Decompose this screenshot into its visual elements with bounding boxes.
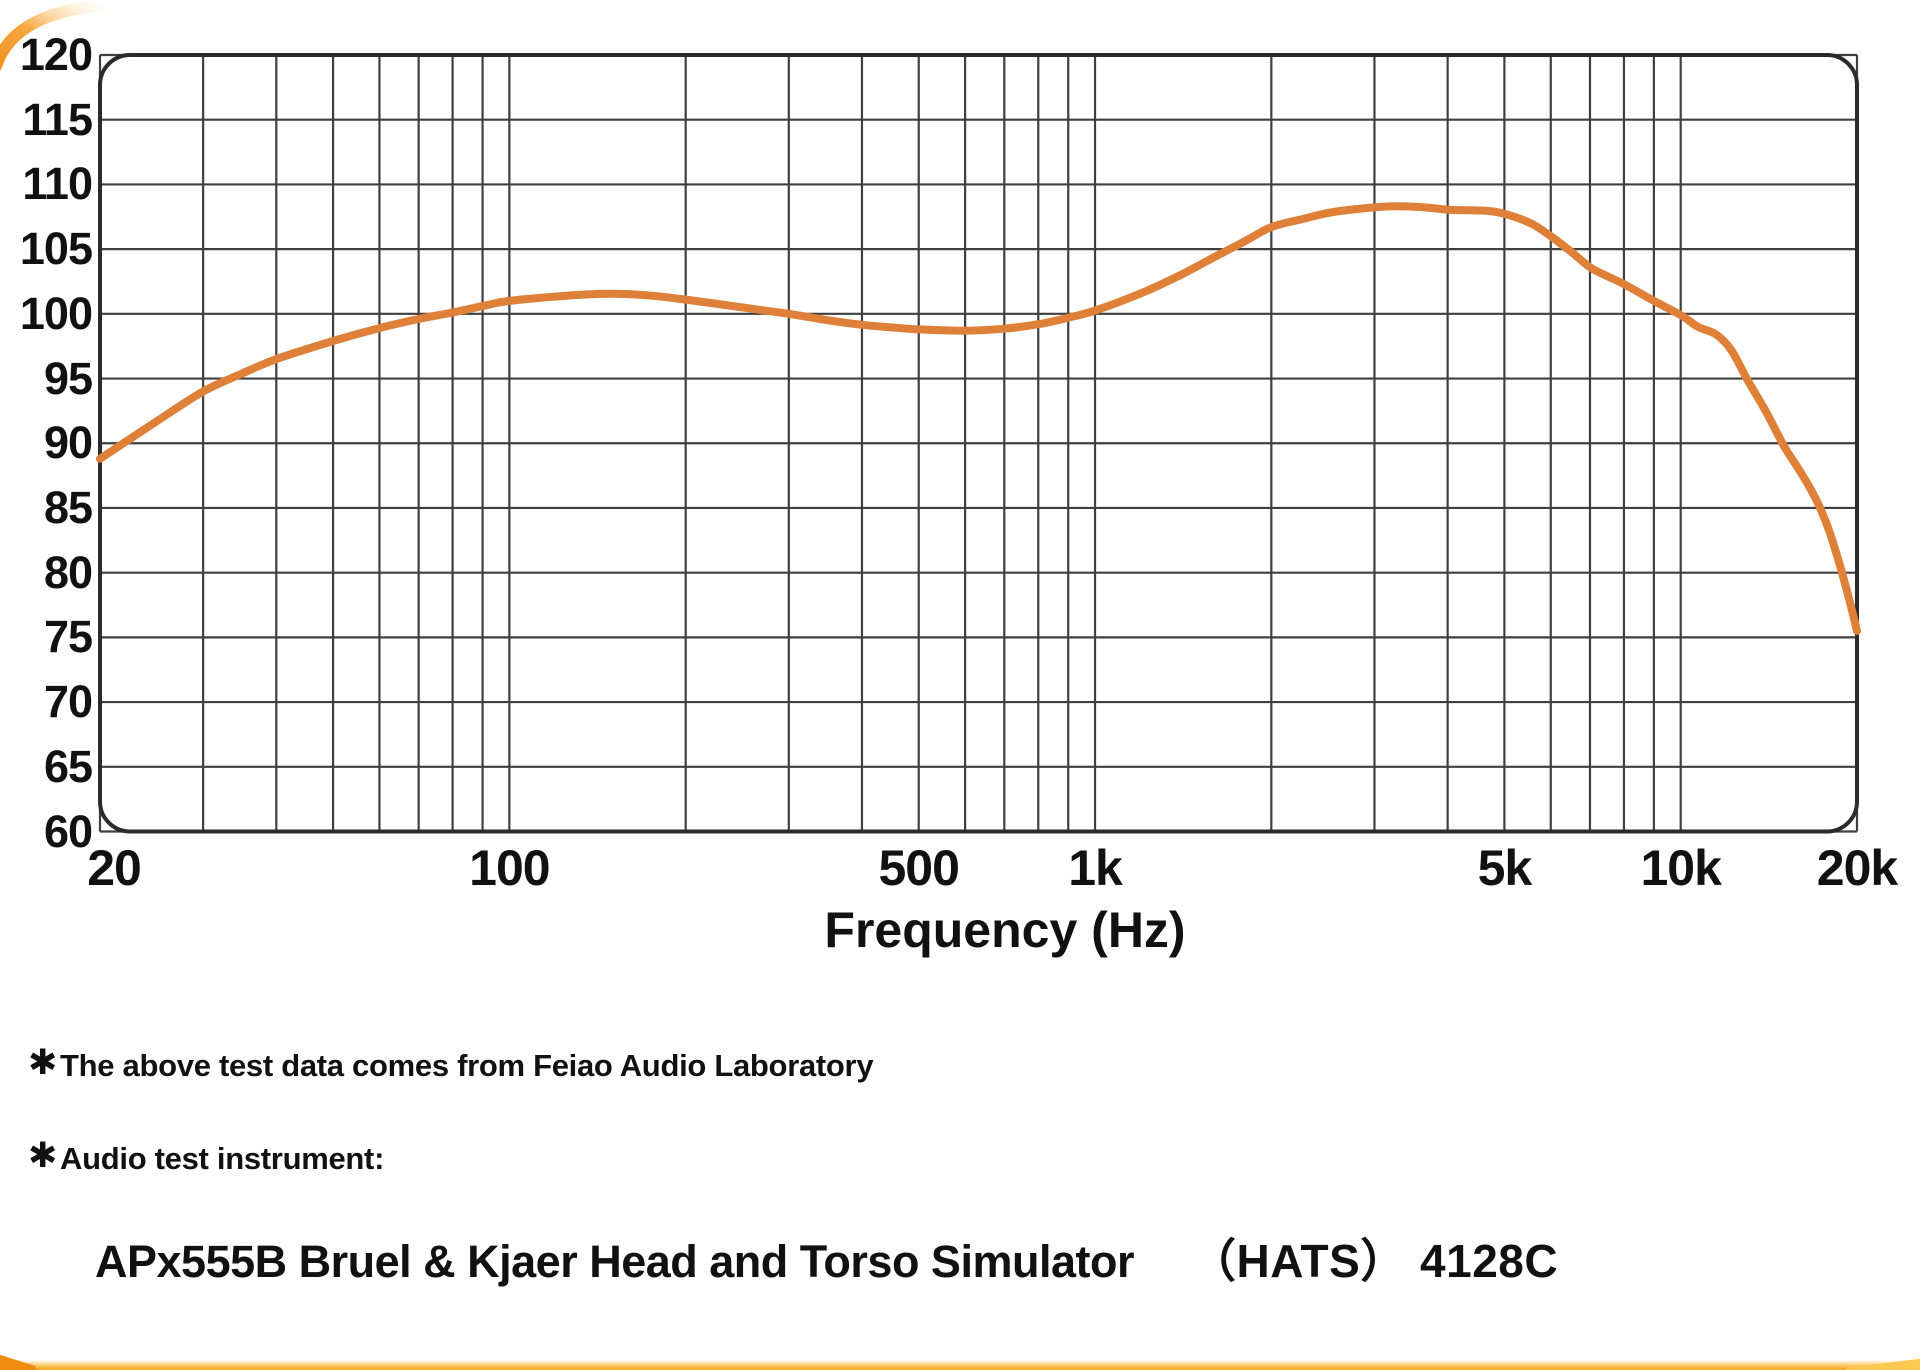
y-tick-110: 110 <box>22 158 93 210</box>
y-tick-85: 85 <box>43 481 93 533</box>
x-tick-5k: 5k <box>1477 840 1533 896</box>
x-tick-500: 500 <box>878 840 960 896</box>
x-tick-20k: 20k <box>1816 840 1898 896</box>
note-instrument-label: ✱Audio test instrument: <box>28 1136 385 1178</box>
instrument-line: APx555B Bruel & Kjaer Head and Torso Sim… <box>95 1234 1558 1289</box>
y-tick-120: 120 <box>19 29 93 80</box>
x-tick-100: 100 <box>469 840 550 896</box>
corner-accent-arc <box>0 0 112 71</box>
note-data-source: ✱The above test data comes from Feiao Au… <box>28 1043 874 1085</box>
x-tick-10k: 10k <box>1640 840 1721 896</box>
x-tick-1k: 1k <box>1068 840 1123 896</box>
x-tick-20: 20 <box>87 840 142 896</box>
note-instrument-label-text: Audio test instrument: <box>60 1141 385 1176</box>
x-axis-title: Frequency (Hz) <box>824 902 1186 958</box>
instrument-model: （HATS） 4128C <box>1189 1235 1559 1287</box>
y-tick-70: 70 <box>43 676 93 728</box>
asterisk-icon: ✱ <box>28 1136 58 1175</box>
y-tick-75: 75 <box>43 611 93 663</box>
instrument-name: APx555B Bruel & Kjaer Head and Torso Sim… <box>95 1236 1134 1287</box>
y-tick-80: 80 <box>43 546 93 598</box>
y-tick-95: 95 <box>43 352 93 404</box>
plot-frame <box>98 53 1859 834</box>
y-tick-115: 115 <box>22 93 93 145</box>
y-tick-100: 100 <box>19 287 93 339</box>
bottom-right-corner-accent <box>1846 1358 1920 1370</box>
y-tick-60: 60 <box>43 805 93 857</box>
y-tick-65: 65 <box>43 740 93 792</box>
y-tick-105: 105 <box>19 223 93 275</box>
frequency-response-curve <box>96 202 1861 635</box>
y-tick-90: 90 <box>43 417 93 469</box>
bottom-edge-accent <box>0 1360 1920 1370</box>
note-data-source-text: The above test data comes from Feiao Aud… <box>60 1048 874 1083</box>
asterisk-icon: ✱ <box>28 1043 58 1082</box>
